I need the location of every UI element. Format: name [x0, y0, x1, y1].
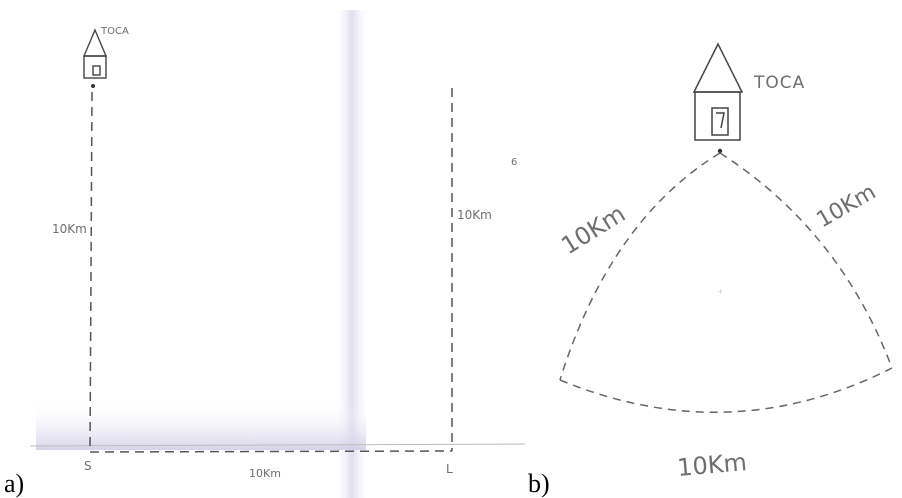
route-bottom-side	[89, 450, 453, 453]
route-bottom-arc	[559, 367, 893, 413]
diagram-panel-b: TOCA + 10Km 10Km 10Km b)	[528, 0, 902, 498]
route-left-side	[89, 91, 93, 453]
margin-mark: 6	[511, 157, 517, 168]
dashed-route	[559, 152, 893, 413]
left-side-label: 10Km	[52, 222, 87, 236]
house-label: TOCA	[753, 73, 805, 93]
corner-label-l: L	[446, 462, 453, 476]
panel-label-b: b)	[528, 469, 550, 498]
center-mark: +	[717, 287, 724, 296]
start-point	[91, 84, 95, 88]
bottom-label: 10Km	[676, 448, 748, 482]
house-icon	[82, 28, 108, 79]
panel-b-drawing: TOCA + 10Km 10Km 10Km	[556, 42, 893, 482]
panel-a-drawing: TOCA 10Km 10Km 10Km S L 6	[29, 10, 526, 498]
diagram-panel-a: TOCA 10Km 10Km 10Km S L 6 a)	[4, 10, 526, 498]
start-point	[717, 148, 723, 154]
route-left-arc	[559, 152, 721, 381]
house-icon	[692, 42, 744, 141]
corner-label-s: S	[84, 459, 92, 473]
bottom-label: 10Km	[249, 467, 281, 480]
paper-edge	[29, 443, 526, 447]
paper-bottom-shadow	[36, 400, 366, 450]
house-label: TOCA	[100, 26, 129, 37]
panel-label-a: a)	[4, 469, 25, 498]
dashed-route	[89, 88, 453, 453]
right-side-label: 10Km	[457, 208, 492, 222]
right-side-label: 10Km	[813, 180, 881, 234]
route-right-arc	[719, 152, 893, 369]
